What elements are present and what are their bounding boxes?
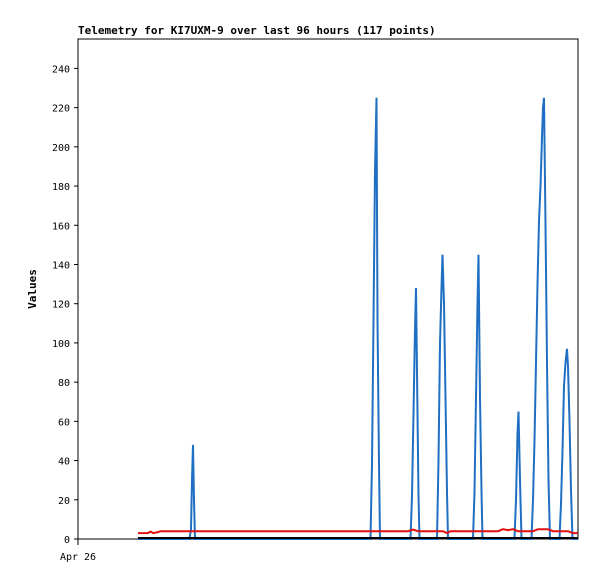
y-tick-label: 120 bbox=[52, 300, 70, 311]
y-tick-label: 40 bbox=[58, 457, 70, 468]
y-tick-label: 240 bbox=[52, 64, 70, 75]
y-tick-label: 180 bbox=[52, 182, 70, 193]
series-line-0 bbox=[138, 97, 578, 540]
x-axis: Apr 26 bbox=[60, 539, 96, 563]
series-line-1 bbox=[138, 528, 578, 535]
series-group bbox=[138, 97, 578, 540]
y-tick-label: 80 bbox=[58, 378, 70, 389]
chart-title: Telemetry for KI7UXM-9 over last 96 hour… bbox=[78, 24, 436, 37]
y-tick-label: 0 bbox=[64, 535, 70, 546]
y-tick-label: 140 bbox=[52, 260, 70, 271]
y-tick-label: 20 bbox=[58, 496, 70, 507]
plot-area-border bbox=[77, 38, 579, 540]
x-tick-label: Apr 26 bbox=[60, 552, 96, 563]
y-tick-label: 220 bbox=[52, 104, 70, 115]
y-tick-label: 100 bbox=[52, 339, 70, 350]
y-tick-label: 160 bbox=[52, 221, 70, 232]
y-tick-label: 60 bbox=[58, 417, 70, 428]
y-axis-label: Values bbox=[26, 269, 39, 309]
y-tick-label: 200 bbox=[52, 143, 70, 154]
y-axis: 0 20 40 60 80 100 120 140 160 180 200 220 240 bbox=[52, 64, 78, 546]
